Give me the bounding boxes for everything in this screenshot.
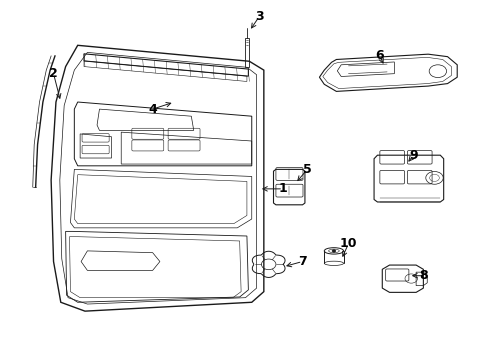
Text: 2: 2: [49, 67, 58, 80]
Text: 6: 6: [375, 49, 384, 62]
Text: 8: 8: [418, 269, 427, 282]
Text: 1: 1: [278, 183, 287, 195]
Text: 5: 5: [303, 163, 311, 176]
Text: 3: 3: [254, 10, 263, 23]
Circle shape: [331, 249, 335, 252]
Text: 4: 4: [148, 103, 157, 116]
Text: 7: 7: [298, 255, 306, 268]
Text: 9: 9: [408, 149, 417, 162]
Text: 10: 10: [339, 237, 356, 250]
